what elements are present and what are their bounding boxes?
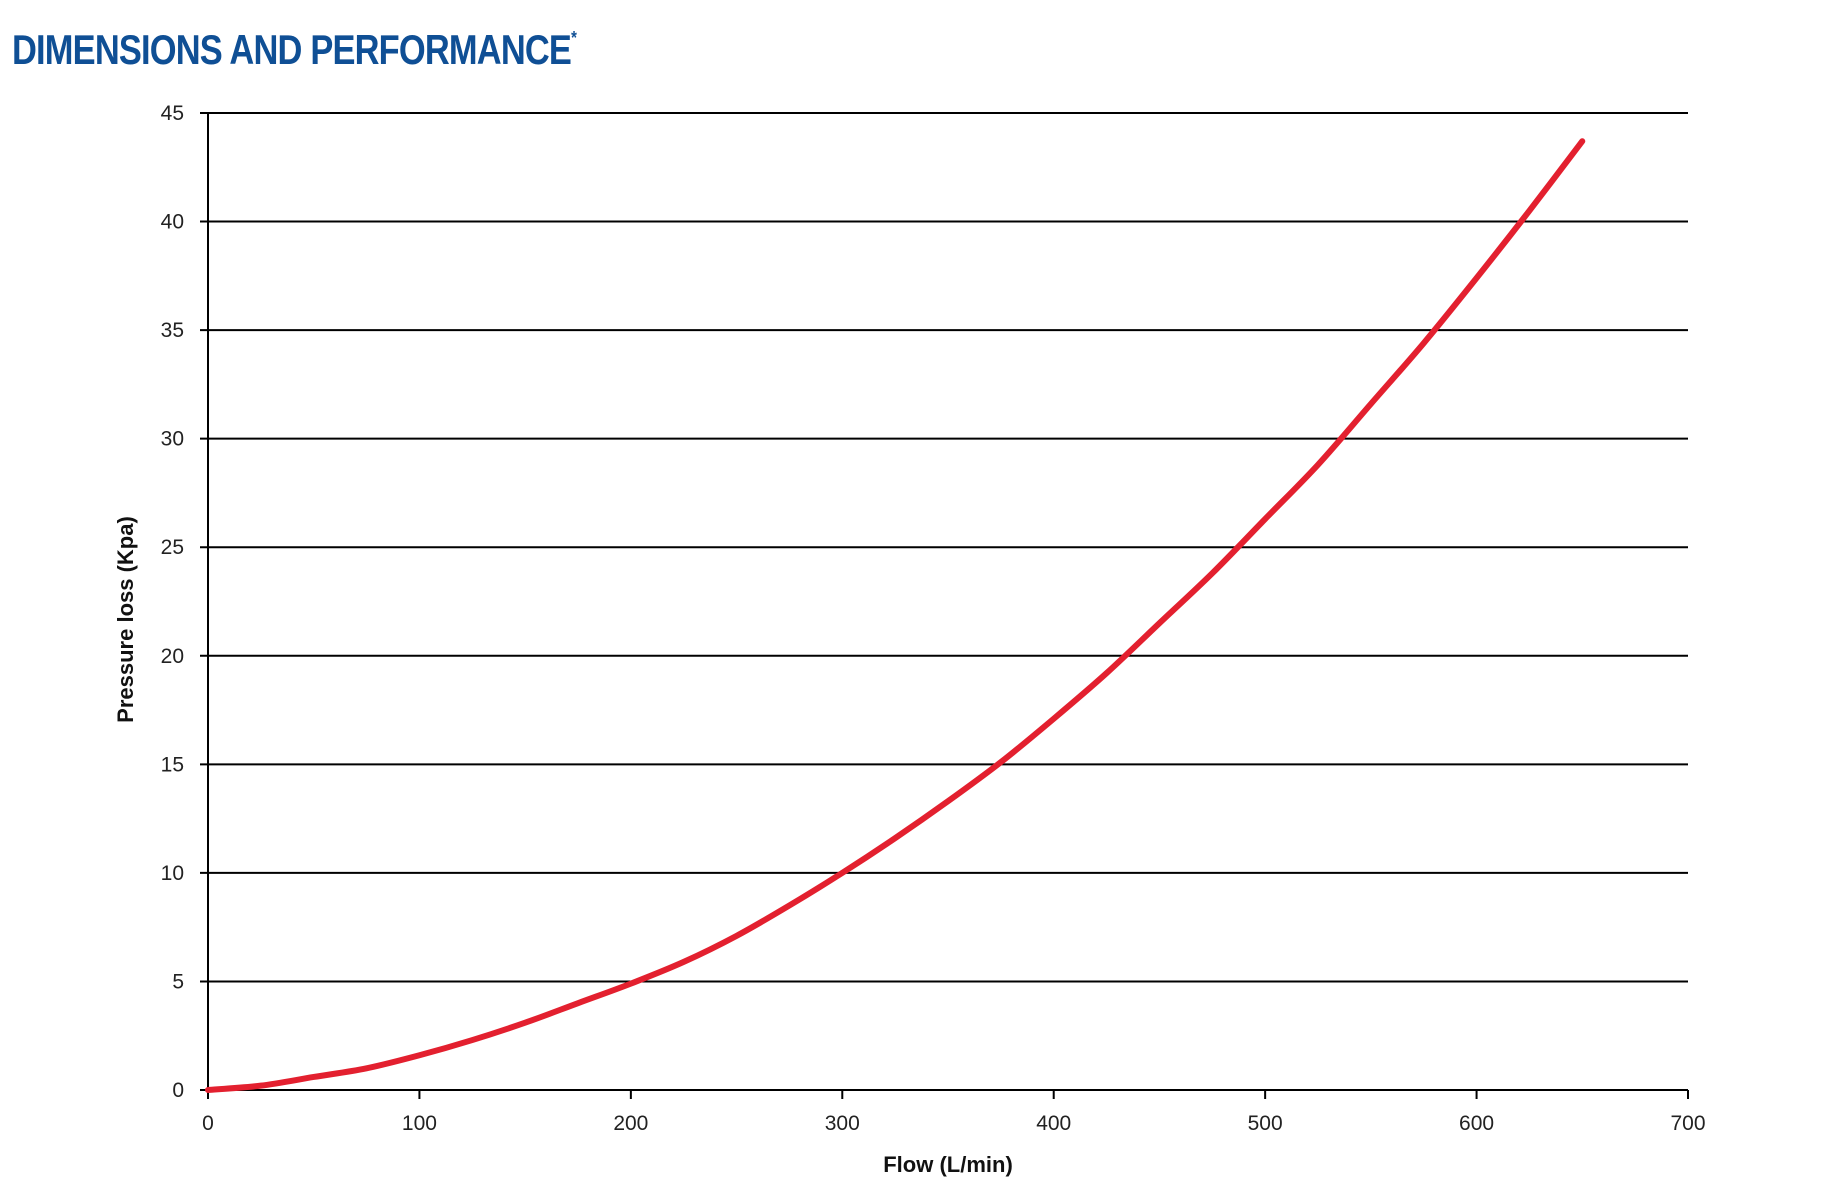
y-tick-label-10: 10 [161,862,184,885]
y-tick-label-45: 45 [161,102,184,125]
series-group [205,138,1586,1093]
grid-lines [200,112,1688,983]
y-tick-label-15: 15 [161,753,184,776]
x-tick-labels: 0 100 200 300 400 500 600 700 [202,1112,1705,1135]
x-tick-label-0: 0 [202,1112,214,1135]
y-axis-title: Pressure loss (Kpa) [113,516,138,723]
x-tick-label-100: 100 [402,1112,437,1135]
y-tick-label-40: 40 [161,211,184,234]
y-tick-label-25: 25 [161,536,184,559]
y-tick-label-0: 0 [172,1079,184,1102]
y-tick-labels: 0 5 10 15 20 25 30 35 40 45 [161,102,184,1102]
y-tick-label-30: 30 [161,428,184,451]
page-title-asterisk: * [571,28,577,48]
x-tick-label-200: 200 [613,1112,648,1135]
x-tick-label-400: 400 [1036,1112,1071,1135]
x-axis-title: Flow (L/min) [883,1152,1013,1177]
y-tick-label-20: 20 [161,645,184,668]
x-tick-label-500: 500 [1248,1112,1283,1135]
axes [200,113,1689,1099]
y-tick-label-35: 35 [161,319,184,342]
y-tick-label-5: 5 [172,970,184,993]
x-tick-label-700: 700 [1670,1112,1705,1135]
page-title: DIMENSIONS AND PERFORMANCE* [12,26,577,74]
series-line-0 [205,138,1586,1093]
x-tick-label-600: 600 [1459,1112,1494,1135]
page-title-text: DIMENSIONS AND PERFORMANCE [12,26,572,73]
x-tick-label-300: 300 [825,1112,860,1135]
